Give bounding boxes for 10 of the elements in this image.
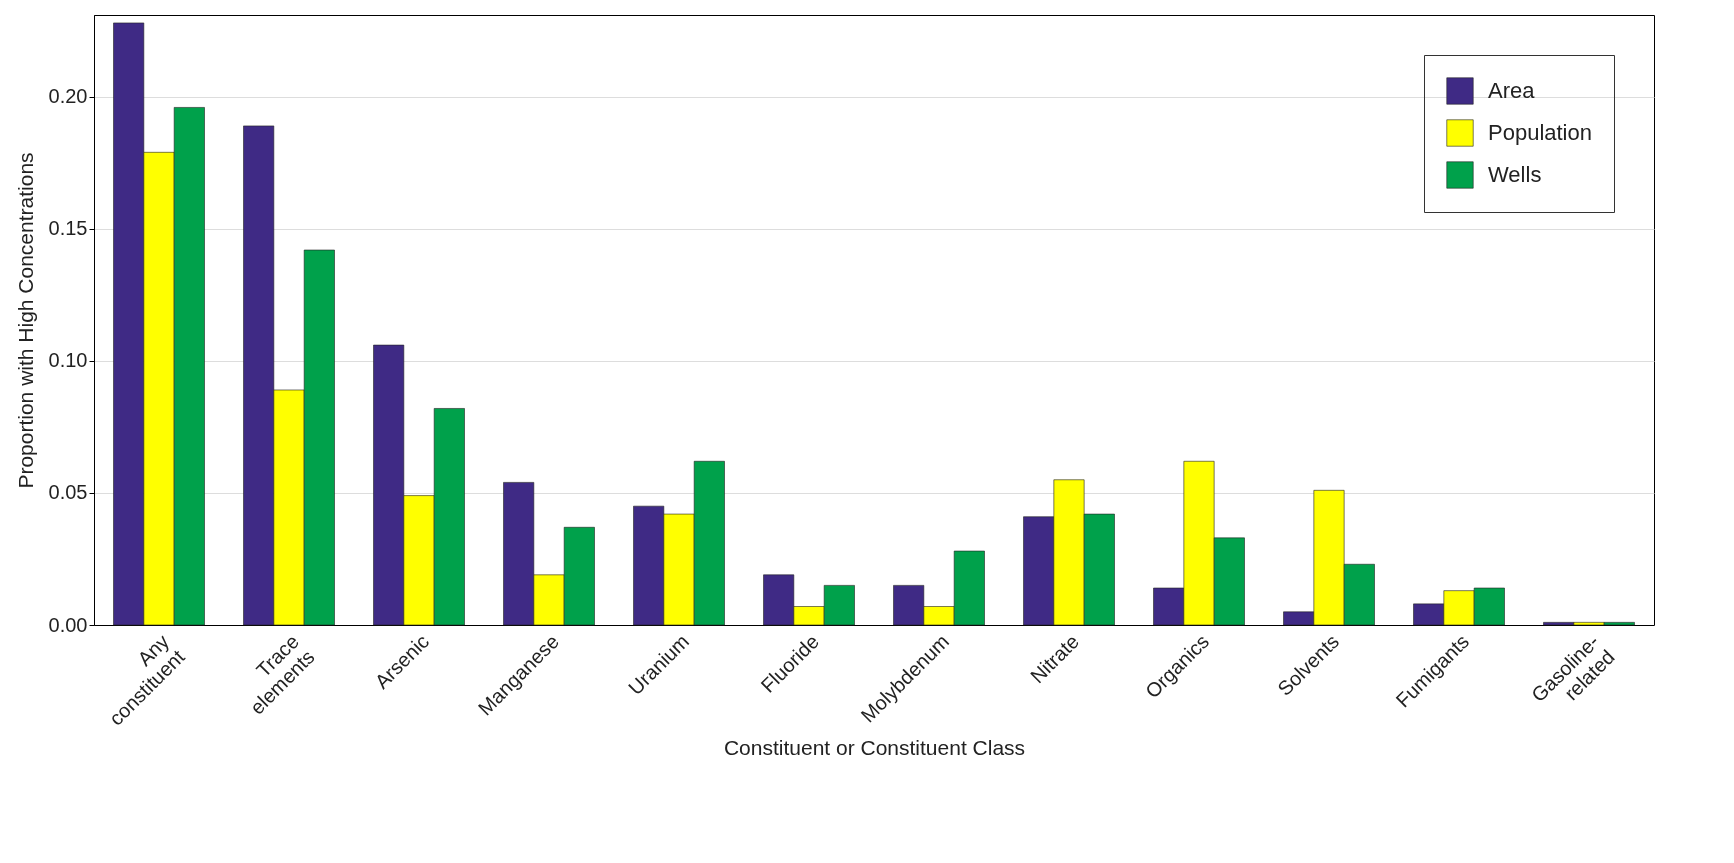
y-tick-label: 0.10 — [48, 349, 88, 372]
legend-label: Wells — [1488, 162, 1542, 187]
y-tick-label: 0.15 — [48, 217, 88, 240]
legend-label: Population — [1488, 120, 1592, 145]
y-tick-label: 0.20 — [48, 85, 88, 108]
legend-label: Area — [1488, 78, 1536, 103]
y-tick-label: 0.05 — [48, 481, 88, 504]
y-tick-label: 0.00 — [48, 613, 88, 636]
x-axis-title: Constituent or Constituent Class — [723, 735, 1026, 759]
y-axis-title: Proportion with High Concentrations — [13, 152, 37, 489]
